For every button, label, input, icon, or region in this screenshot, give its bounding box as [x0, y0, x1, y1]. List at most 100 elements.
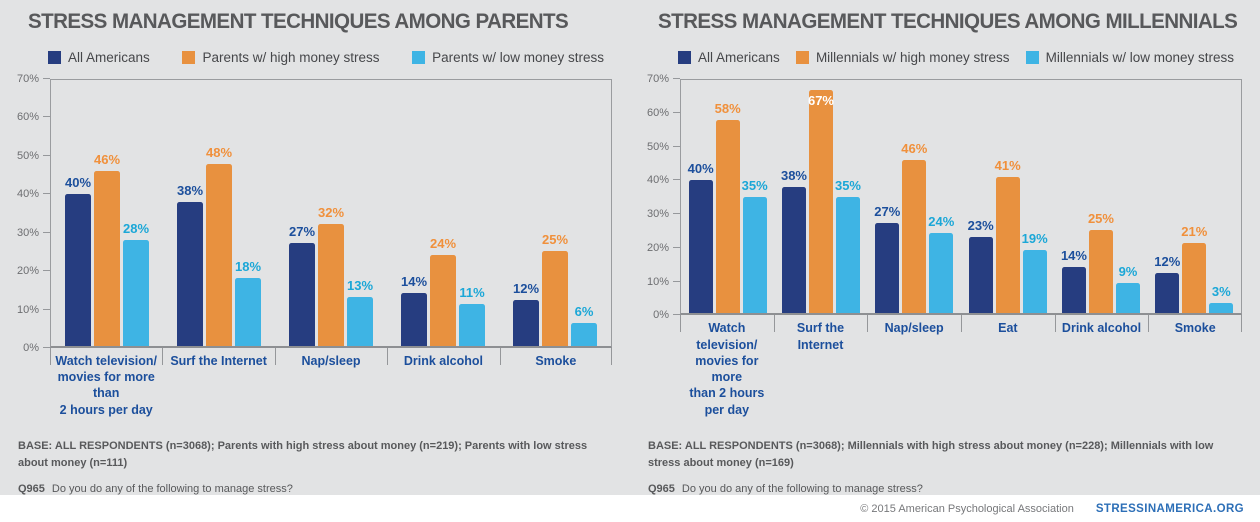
y-tick-mark	[673, 213, 680, 215]
bar-value-label: 40%	[64, 174, 92, 190]
y-tick-label: 0%	[23, 341, 39, 354]
bar-value-label: 14%	[400, 273, 428, 289]
y-tick-label: 10%	[646, 275, 669, 288]
plot-area: 40% 58% 35% 38% 67% 35% 27% 46% 24% 23% 41% 19% 14% 2…	[680, 79, 1242, 316]
y-tick-mark	[673, 246, 680, 248]
bar-value-label: 24%	[429, 235, 457, 251]
bar-value-label: 38%	[176, 182, 204, 198]
bar: 27%	[289, 224, 315, 346]
x-category-label: Drink alcohol	[387, 347, 499, 418]
x-axis-labels: Watch television/ movies for more than 2…	[680, 315, 1242, 418]
copyright-text: © 2015 American Psychological Associatio…	[860, 502, 1074, 515]
legend-label: Parents w/ low money stress	[432, 50, 604, 65]
footer: © 2015 American Psychological Associatio…	[0, 495, 1260, 522]
bar: 38%	[177, 183, 203, 346]
legend-label: Millennials w/ high money stress	[815, 50, 1010, 65]
bar-value-label: 38%	[780, 167, 807, 183]
question-text: Do you do any of the following to manage…	[51, 483, 293, 495]
x-category-label: Nap/sleep	[867, 315, 961, 418]
bar-value-label: 27%	[874, 204, 901, 220]
y-tick-label: 70%	[16, 73, 39, 85]
bar-group: 14% 24% 11%	[387, 80, 499, 346]
bar: 46%	[901, 141, 927, 314]
y-axis: 0% 10% 20% 30% 40% 50% 60% 70%	[12, 73, 50, 354]
bar: 35%	[742, 178, 768, 314]
bar-group: 23% 41% 19%	[961, 80, 1054, 314]
question-line: Q965 Do you do any of the following to ma…	[648, 483, 1248, 495]
chart-body: 0% 10% 20% 30% 40% 50% 60% 70% 40% 58% 35% 38% 67% 3…	[642, 73, 1242, 321]
x-category-label: Watch television/ movies for more than 2…	[50, 347, 162, 418]
bar-group: 40% 58% 35%	[681, 80, 774, 314]
legend-item: All Americans	[678, 50, 780, 65]
bar-group: 38% 67% 35%	[774, 80, 867, 314]
legend-millennials: All Americans Millennials w/ high money …	[678, 50, 1234, 65]
x-category-label: Smoke	[1148, 315, 1242, 418]
bar: 25%	[1088, 211, 1114, 314]
y-tick-mark	[673, 280, 680, 282]
legend-parents: All Americans Parents w/ high money stre…	[48, 50, 604, 65]
bar: 35%	[835, 178, 861, 314]
bar-value-label: 46%	[901, 141, 928, 157]
bar-group: 27% 32% 13%	[275, 80, 387, 346]
bar-value-label: 21%	[1181, 224, 1208, 240]
legend-swatch-orange	[795, 51, 809, 64]
plot-bars: 40% 46% 28% 38% 48% 18% 27% 32% 13% 14% 24% 11% 12% 2…	[51, 80, 611, 346]
bar: 23%	[968, 218, 994, 314]
panel-millennials: STRESS MANAGEMENT TECHNIQUES AMONG MILLE…	[630, 0, 1260, 495]
bar: 12%	[513, 281, 539, 346]
y-tick-label: 20%	[646, 241, 669, 254]
bar-group: 12% 25% 6%	[499, 80, 611, 346]
bar-value-label: 48%	[205, 144, 233, 160]
y-tick-label: 30%	[16, 226, 39, 239]
site-link[interactable]: STRESSINAMERICA.ORG	[1095, 502, 1244, 515]
bar: 38%	[781, 168, 807, 314]
bar-value-label: 25%	[1087, 211, 1114, 227]
legend-swatch-cyan	[1025, 51, 1039, 64]
bar-value-label: 24%	[928, 214, 955, 230]
legend-item: Millennials w/ high money stress	[795, 50, 1010, 65]
bar: 40%	[688, 161, 714, 314]
bar-group: 40% 46% 28%	[51, 80, 163, 346]
legend-swatch-navy	[678, 51, 691, 64]
x-category-label: Nap/sleep	[274, 347, 387, 418]
chart-body: 0% 10% 20% 30% 40% 50% 60% 70% 40% 46% 28% 38% 48% 1…	[12, 73, 612, 354]
bar-value-label: 23%	[967, 217, 994, 233]
base-text: BASE: ALL RESPONDENTS (n=3068); Parents …	[18, 439, 588, 469]
legend-swatch-navy	[48, 51, 61, 64]
question-code: Q965	[18, 483, 45, 495]
y-tick-mark	[43, 270, 50, 272]
y-tick-label: 50%	[16, 149, 39, 162]
y-axis: 0% 10% 20% 30% 40% 50% 60% 70%	[642, 73, 680, 321]
bar-value-label: 11%	[459, 285, 485, 301]
legend-label: Millennials w/ low money stress	[1045, 50, 1234, 65]
y-tick-mark	[43, 308, 50, 310]
y-tick-label: 40%	[646, 174, 669, 187]
bar: 18%	[235, 259, 261, 346]
y-tick-label: 60%	[16, 111, 39, 124]
question-text: Do you do any of the following to manage…	[681, 483, 923, 495]
legend-swatch-orange	[182, 51, 196, 64]
y-tick-label: 30%	[646, 208, 669, 221]
bar-group: 14% 25% 9%	[1054, 80, 1147, 314]
y-tick-mark	[673, 78, 680, 79]
bar: 13%	[347, 278, 373, 346]
bar-value-label: 40%	[687, 161, 714, 177]
chart-title-millennials: STRESS MANAGEMENT TECHNIQUES AMONG MILLE…	[658, 10, 1238, 33]
legend-item: Parents w/ high money stress	[182, 50, 380, 65]
panel-parents: STRESS MANAGEMENT TECHNIQUES AMONG PAREN…	[0, 0, 630, 495]
bar: 24%	[928, 214, 954, 314]
bar: 11%	[459, 285, 485, 346]
y-tick-label: 60%	[646, 106, 669, 119]
bar: 25%	[542, 232, 568, 346]
bar-group: 38% 48% 18%	[163, 80, 275, 346]
y-tick-mark	[673, 314, 680, 316]
legend-label: All Americans	[698, 50, 780, 65]
bar-value-label: 9%	[1118, 264, 1138, 280]
bar-value-label: 41%	[994, 157, 1021, 173]
y-tick-mark	[43, 78, 50, 79]
bar: 46%	[94, 152, 120, 346]
bar: 27%	[874, 204, 900, 314]
bar-value-label: 32%	[317, 205, 345, 221]
legend-label: All Americans	[68, 50, 150, 65]
